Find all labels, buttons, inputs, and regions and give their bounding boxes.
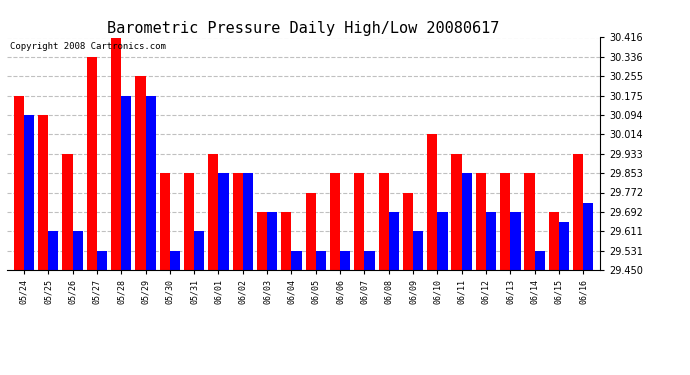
- Bar: [403, 192, 413, 270]
- Bar: [364, 251, 375, 270]
- Bar: [194, 231, 204, 270]
- Bar: [511, 212, 520, 270]
- Bar: [549, 212, 559, 270]
- Bar: [330, 173, 340, 270]
- Bar: [267, 212, 277, 270]
- Bar: [111, 38, 121, 270]
- Bar: [500, 173, 511, 270]
- Bar: [14, 96, 24, 270]
- Bar: [121, 96, 131, 270]
- Bar: [257, 212, 267, 270]
- Bar: [48, 231, 59, 270]
- Bar: [97, 251, 107, 270]
- Bar: [427, 134, 437, 270]
- Bar: [72, 231, 83, 270]
- Bar: [243, 173, 253, 270]
- Bar: [559, 222, 569, 270]
- Bar: [413, 231, 423, 270]
- Bar: [486, 212, 496, 270]
- Bar: [535, 251, 545, 270]
- Bar: [316, 251, 326, 270]
- Title: Barometric Pressure Daily High/Low 20080617: Barometric Pressure Daily High/Low 20080…: [108, 21, 500, 36]
- Bar: [219, 173, 228, 270]
- Bar: [233, 173, 243, 270]
- Bar: [184, 173, 194, 270]
- Bar: [24, 115, 34, 270]
- Bar: [573, 154, 583, 270]
- Bar: [354, 173, 364, 270]
- Bar: [170, 251, 180, 270]
- Bar: [524, 173, 535, 270]
- Bar: [62, 154, 72, 270]
- Bar: [388, 212, 399, 270]
- Bar: [135, 76, 146, 270]
- Bar: [451, 154, 462, 270]
- Bar: [38, 115, 48, 270]
- Bar: [306, 192, 316, 270]
- Bar: [291, 251, 302, 270]
- Bar: [208, 154, 219, 270]
- Bar: [583, 202, 593, 270]
- Bar: [87, 57, 97, 270]
- Bar: [379, 173, 388, 270]
- Bar: [282, 212, 291, 270]
- Bar: [462, 173, 472, 270]
- Bar: [476, 173, 486, 270]
- Bar: [159, 173, 170, 270]
- Bar: [146, 96, 156, 270]
- Bar: [340, 251, 351, 270]
- Bar: [437, 212, 448, 270]
- Text: Copyright 2008 Cartronics.com: Copyright 2008 Cartronics.com: [10, 42, 166, 51]
